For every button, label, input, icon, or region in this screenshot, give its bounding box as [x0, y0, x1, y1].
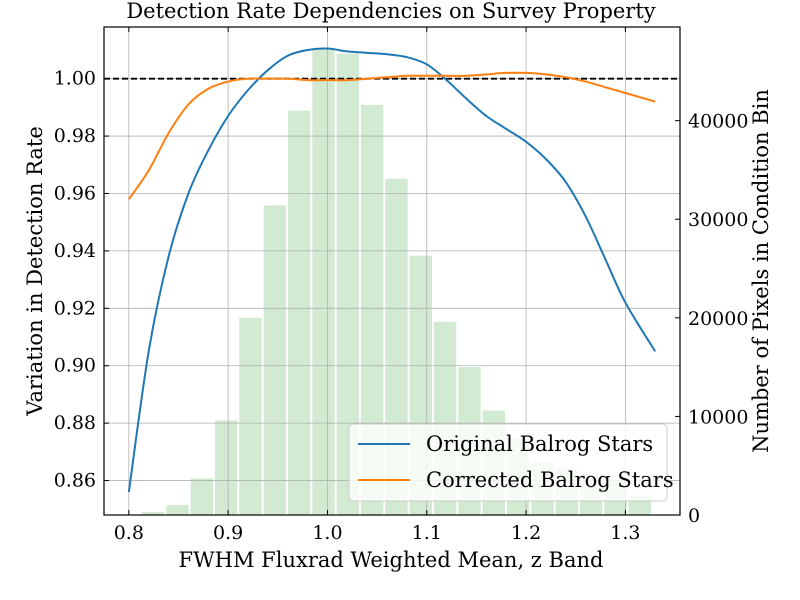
histogram-bar-11 [360, 104, 384, 516]
y-tick-label-7: 0.98 [54, 125, 96, 147]
y-axis-title: Variation in Detection Rate [23, 126, 47, 417]
legend-box [348, 423, 668, 502]
y-tick-label-6: 0.96 [54, 182, 96, 204]
y-tick-label-2: 0.88 [54, 412, 96, 434]
histogram-bars [141, 48, 651, 516]
x-tick-label-4: 1.1 [412, 522, 442, 544]
y-tick-label-1: 0.86 [54, 470, 96, 492]
x-tick-label-1: 0.8 [114, 522, 144, 544]
series-line-2 [128, 71, 656, 200]
histogram-bar-6 [239, 317, 262, 515]
histogram-bar-10 [336, 53, 359, 515]
legend: Original Balrog Stars Corrected Balrog St… [348, 423, 674, 502]
y2-tick-label-4: 30000 [688, 209, 748, 231]
series-lines [127, 47, 657, 493]
histogram-bar-8 [287, 110, 311, 516]
legend-label-1: Original Balrog Stars [426, 432, 653, 456]
y2-tick-label-1: 0 [688, 505, 700, 527]
y-tick-label-3: 0.90 [54, 355, 96, 377]
histogram-bar-9 [312, 48, 335, 515]
y-tick-label-5: 0.94 [54, 240, 96, 262]
y2-tick-label-2: 10000 [688, 406, 748, 428]
series-line-1 [127, 47, 657, 493]
y2-tick-label-5: 40000 [688, 111, 748, 133]
legend-label-2: Corrected Balrog Stars [426, 468, 674, 492]
histogram-bar-3 [166, 505, 189, 515]
axis-ticks: 0.8 0.9 1.0 1.1 1.2 1.3 0.86 0.88 0.90 0.92 0.94 0.… [54, 27, 748, 544]
x-tick-label-5: 1.2 [511, 522, 541, 544]
plot-frame [103, 26, 681, 516]
x-axis-title: FWHM Fluxrad Weighted Mean, z Band [179, 548, 604, 572]
histogram-bar-2 [141, 512, 165, 515]
histogram-bar-4 [190, 478, 213, 515]
histogram-bar-5 [214, 420, 238, 515]
x-tick-label-3: 1.0 [312, 522, 342, 544]
y-tick-label-4: 0.92 [54, 297, 96, 319]
chart-title: Detection Rate Dependencies on Survey Pr… [126, 0, 655, 23]
y-tick-label-8: 1.00 [54, 68, 96, 90]
x-tick-label-6: 1.3 [610, 522, 640, 544]
y2-tick-label-3: 20000 [688, 308, 748, 330]
histogram-bar-7 [263, 205, 286, 515]
y2-axis-title: Number of Pixels in Condition Bin [749, 89, 773, 453]
x-tick-label-2: 0.9 [213, 522, 243, 544]
